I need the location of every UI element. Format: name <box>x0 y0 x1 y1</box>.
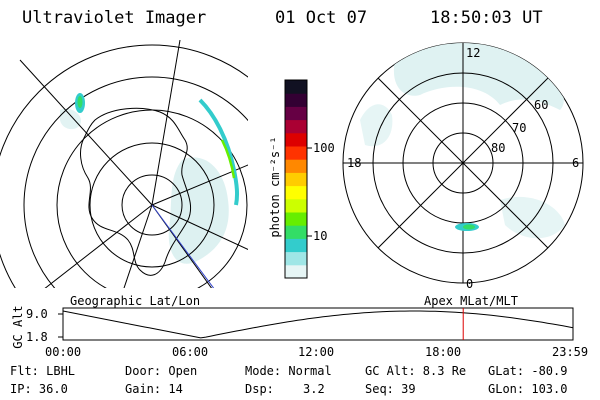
colorbar-stripe <box>285 172 307 187</box>
apex-aurora-wash-3 <box>500 196 565 239</box>
geographic-map <box>0 40 248 288</box>
colorbar-unit-label: photon cm⁻²s⁻¹ <box>268 136 282 238</box>
x-tick-label-1200: 12:00 <box>298 345 335 359</box>
lat-circle-2 <box>89 142 215 268</box>
lat-circle-4 <box>23 76 248 288</box>
meridian-1 <box>44 204 153 288</box>
altitude-curve <box>62 310 574 339</box>
info-mode: Mode: Normal <box>245 364 332 378</box>
info-gain: Gain: 14 <box>125 382 183 396</box>
x-tick-label-2359: 23:59 <box>552 345 589 359</box>
colorbar-stripe <box>285 198 307 213</box>
colorbar-stripe <box>285 212 307 226</box>
altitude-ylabel: GC Alt <box>11 305 25 349</box>
altitude-plot-frame <box>62 307 574 341</box>
aurora-glow <box>168 157 229 264</box>
info-ip: IP: 36.0 <box>10 382 68 396</box>
info-dsp-value: 3.2 <box>303 382 325 396</box>
mlt-line-diag-2 <box>377 77 549 249</box>
apex-panel-label: Apex MLat/MLT <box>424 294 518 308</box>
meridian-5 <box>151 164 248 206</box>
apex-map <box>342 42 584 284</box>
aurora-arc-core <box>220 139 236 179</box>
info-dsp-label: Dsp: <box>245 382 274 396</box>
colorbar-stripe <box>285 132 307 147</box>
info-glon: GLon: 103.0 <box>488 382 568 396</box>
geographic-panel-label: Geographic Lat/Lon <box>70 294 201 308</box>
colorbar-stripe <box>285 185 307 200</box>
antarctica-outline <box>80 107 192 276</box>
colorbar-stripe <box>285 93 307 107</box>
apex-aurora-spot-core <box>463 224 475 230</box>
colorbar-frame <box>284 79 308 279</box>
meridian-4 <box>151 204 248 250</box>
mlat-label-70: 70 <box>512 121 527 135</box>
info-seq: Seq: 39 <box>365 382 416 396</box>
meridian-7 <box>19 59 153 206</box>
mlt-label-12: 12 <box>466 46 481 60</box>
colorbar-stripe <box>285 119 307 134</box>
colorbar-tick-label-100: 100 <box>313 141 335 155</box>
aurora-arc <box>198 98 240 206</box>
colorbar-stripe <box>285 106 307 121</box>
colorbar-stripe <box>285 225 307 239</box>
mlat-label-80: 80 <box>491 141 506 155</box>
aurora-spot-west-core <box>77 96 83 108</box>
meridian-blue <box>151 204 215 288</box>
mlat-label-60: 60 <box>534 98 549 112</box>
colorbar-stripe <box>285 251 307 266</box>
x-tick-label-0000: 00:00 <box>45 345 82 359</box>
mlt-label-18: 18 <box>347 156 362 170</box>
altitude-plot <box>58 307 574 341</box>
mlt-label-0: 0 <box>466 277 474 291</box>
info-gc-alt: GC Alt: 8.3 Re <box>365 364 467 378</box>
info-glat: GLat: -80.9 <box>488 364 568 378</box>
time-label: 18:50:03 UT <box>430 8 543 28</box>
meridian-2 <box>123 204 153 288</box>
info-door: Door: Open <box>125 364 198 378</box>
info-flt: Flt: LBHL <box>10 364 76 378</box>
meridian-6 <box>151 40 181 206</box>
apex-aurora-wash-2 <box>360 104 393 147</box>
y-tick-label-low: 1.8 <box>26 330 48 344</box>
colorbar-stripe <box>285 264 307 279</box>
colorbar-tick-label-10: 10 <box>313 229 328 243</box>
x-tick-label-1800: 18:00 <box>425 345 462 359</box>
lat-circle-1 <box>121 174 183 236</box>
aurora-glow-2 <box>60 108 81 130</box>
colorbar-stripe <box>285 80 307 94</box>
x-tick-label-0600: 06:00 <box>172 345 209 359</box>
instrument-title: Ultraviolet Imager <box>22 8 207 28</box>
date-label: 01 Oct 07 <box>275 8 368 28</box>
lat-circle-3 <box>56 109 248 288</box>
y-tick-label-high: 9.0 <box>26 307 48 321</box>
colorbar <box>285 80 307 279</box>
colorbar-stripe <box>285 146 307 160</box>
lat-circle-5 <box>0 44 248 288</box>
colorbar-stripe <box>285 159 307 173</box>
mlt-label-6: 6 <box>572 156 580 170</box>
colorbar-stripe <box>285 238 307 253</box>
